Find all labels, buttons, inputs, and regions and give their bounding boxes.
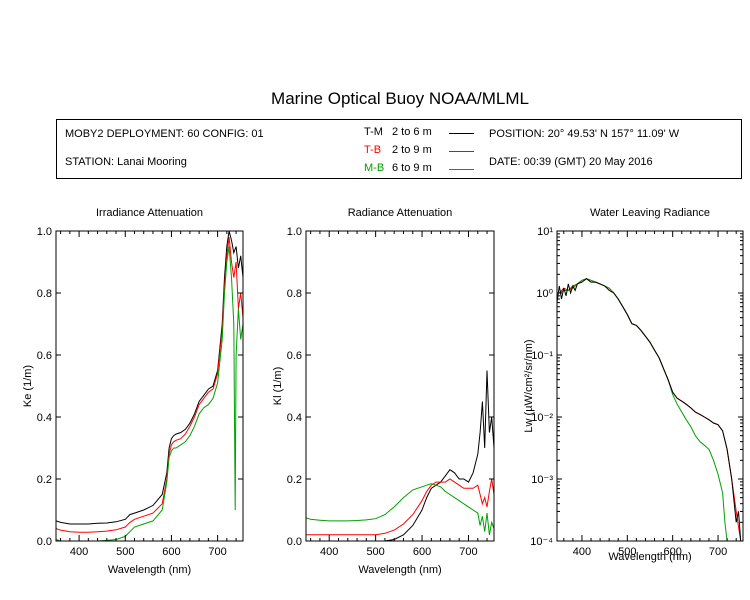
chart1-ytick-label: 0.0 [37,536,52,548]
page-title: Marine Optical Buoy NOAA/MLML [271,89,529,108]
deployment-text: MOBY2 DEPLOYMENT: 60 CONFIG: 01 [65,128,264,140]
chart3-series-line-2 [559,278,732,541]
chart1-ytick-label: 0.4 [37,412,52,424]
chart1-plot-frame [55,230,244,542]
chart2-ytick-label: 0.6 [287,350,302,362]
legend-code-tb: T-B [364,144,382,156]
chart2-ytick-label: 0.8 [287,288,302,300]
chart2-series-line-3 [306,483,494,535]
chart1-series-line-1 [56,231,243,525]
chart3-xtick-label: 600 [664,546,682,558]
chart3-xtick-label: 500 [618,546,636,558]
chart3-plot-frame [556,230,744,542]
chart1-ytick-label: 0.8 [37,288,52,300]
chart1-xtick-label: 400 [70,546,88,558]
legend-code-tm: T-M [364,126,383,138]
chart2-series-line-2 [306,478,494,536]
legend-line-tm [449,133,474,134]
chart1-xtick-label: 600 [162,546,180,558]
chart2-title: Radiance Attenuation [348,207,453,219]
chart1-title: Irradiance Attenuation [96,207,203,219]
chart3-ytick-label: 10⁻¹ [531,350,553,362]
station-text: STATION: Lanai Mooring [65,156,187,168]
chart2-xtick-label: 500 [366,546,384,558]
chart2-xtick-label: 400 [320,546,338,558]
chart1-series-line-3 [56,246,243,541]
chart2-ytick-label: 1.0 [287,226,302,238]
chart3-title: Water Leaving Radiance [590,207,710,219]
chart3-series-line-1 [558,278,742,541]
chart3-xlabel: Wavelength (nm) [608,551,691,563]
chart3-ytick-label: 10⁻³ [531,474,553,486]
chart3-xtick-label: 400 [573,546,591,558]
chart1-xtick-label: 700 [208,546,226,558]
legend-range-mb: 6 to 9 m [392,162,432,174]
chart1-series-line-2 [56,237,243,533]
chart3-xtick-label: 700 [709,546,727,558]
info-box: MOBY2 DEPLOYMENT: 60 CONFIG: 01 STATION:… [56,119,742,179]
chart2-plot-frame [305,230,495,542]
chart2-ytick-label: 0.2 [287,474,302,486]
chart2-xtick-label: 700 [459,546,477,558]
chart2-ytick-label: 0.4 [287,412,302,424]
chart2-ytick-label: 0.0 [287,536,302,548]
chart1-xtick-label: 500 [116,546,134,558]
legend-line-tb [449,151,474,152]
chart3-ytick-label: 10⁰ [536,288,553,300]
chart1-ytick-label: 0.6 [37,350,52,362]
chart3-ytick-label: 10⁻⁴ [530,536,553,548]
date-text: DATE: 00:39 (GMT) 20 May 2016 [489,156,653,168]
chart3-ylabel: Lw (µW/cm²/sr/nm) [523,339,535,432]
chart3-ytick-label: 10¹ [537,226,553,238]
chart2-ylabel: Kl (1/m) [272,367,284,406]
chart1-xlabel: Wavelength (nm) [108,564,191,576]
chart1-ytick-label: 0.2 [37,474,52,486]
legend-code-mb: M-B [364,162,385,174]
legend-line-mb [449,169,474,170]
chart3-ytick-label: 10⁻² [531,412,553,424]
chart2-series-line-1 [306,370,494,541]
chart2-xtick-label: 600 [413,546,431,558]
chart1-ytick-label: 1.0 [37,226,52,238]
position-text: POSITION: 20° 49.53' N 157° 11.09' W [489,128,680,140]
chart1-ylabel: Ke (1/m) [22,365,34,407]
legend-range-tb: 2 to 9 m [392,144,432,156]
legend-range-tm: 2 to 6 m [392,126,432,138]
chart2-xlabel: Wavelength (nm) [358,564,441,576]
chart3-series-line-3 [557,278,742,541]
